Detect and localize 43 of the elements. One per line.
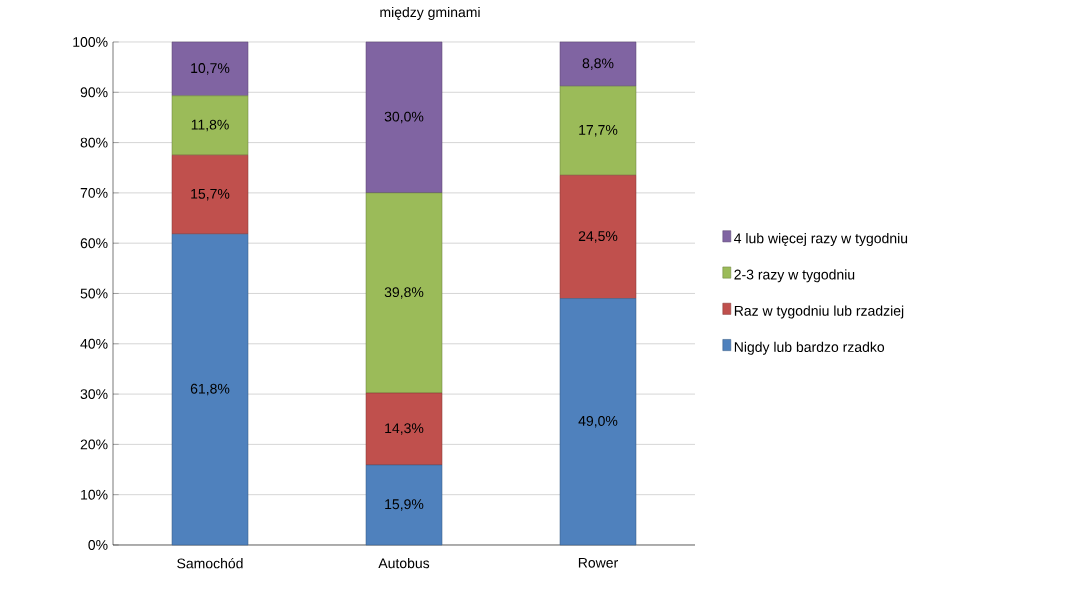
y-tick-label: 80% [80, 137, 108, 148]
bar [365, 464, 443, 546]
bar [559, 175, 637, 299]
legend-label: Raz w tygodniu lub rzadziej [734, 305, 904, 319]
data-label: 17,7% [579, 125, 618, 137]
data-label: 15,9% [385, 499, 424, 511]
chart-title: między gminami [380, 6, 480, 20]
data-label: 10,7% [191, 63, 230, 75]
y-tick-label: 40% [80, 338, 108, 349]
y-tick-label: 70% [80, 187, 108, 198]
legend-label: 4 lub więcej razy w tygodniu [734, 233, 908, 247]
data-label: 24,5% [578, 231, 618, 243]
x-tick-label: Rower [578, 557, 618, 568]
data-label: 39,8% [384, 287, 424, 299]
bar [365, 392, 443, 466]
data-label: 61,8% [190, 383, 230, 396]
data-label: 30,0% [384, 111, 424, 124]
bar [559, 298, 637, 546]
y-tick-label: 0% [88, 540, 108, 550]
data-label: 8,8% [582, 58, 614, 70]
y-tick-label: 10% [81, 489, 108, 500]
bar [559, 41, 637, 87]
legend-label: 2-3 razy w tygodniu [734, 269, 855, 283]
y-tick-label: 60% [80, 238, 108, 249]
data-label: 11,8% [191, 119, 229, 132]
data-label: 14,3% [385, 423, 424, 435]
y-tick-label: 30% [80, 389, 108, 400]
y-tick-label: 90% [80, 87, 108, 98]
y-tick-label: 100% [73, 37, 108, 47]
y-tick-label: 20% [80, 439, 108, 450]
legend-label: Nigdy lub bardzo rzadko [734, 341, 885, 355]
x-tick-label: Samochód [177, 557, 243, 569]
bar [171, 233, 249, 546]
bar [365, 41, 443, 194]
bar [559, 85, 637, 176]
bar [365, 192, 443, 394]
bar [171, 154, 249, 235]
bar [171, 95, 249, 156]
bar [171, 41, 249, 97]
data-label: 49,0% [578, 415, 618, 428]
y-tick-label: 50% [80, 288, 108, 299]
x-tick-label: Autobus [378, 557, 430, 569]
data-label: 15,7% [191, 188, 230, 201]
